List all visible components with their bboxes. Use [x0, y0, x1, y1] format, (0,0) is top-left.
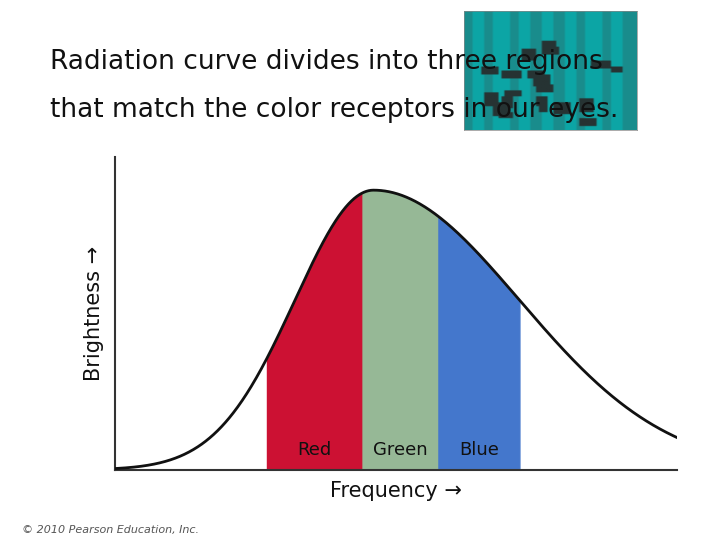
- Text: Green: Green: [373, 441, 428, 458]
- X-axis label: Frequency →: Frequency →: [330, 481, 462, 501]
- Text: Radiation curve divides into three regions: Radiation curve divides into three regio…: [50, 49, 603, 75]
- Text: Blue: Blue: [459, 441, 499, 458]
- Text: that match the color receptors in our eyes.: that match the color receptors in our ey…: [50, 97, 618, 123]
- Text: Red: Red: [297, 441, 332, 458]
- Text: © 2010 Pearson Education, Inc.: © 2010 Pearson Education, Inc.: [22, 524, 199, 535]
- Y-axis label: Brightness →: Brightness →: [84, 246, 104, 381]
